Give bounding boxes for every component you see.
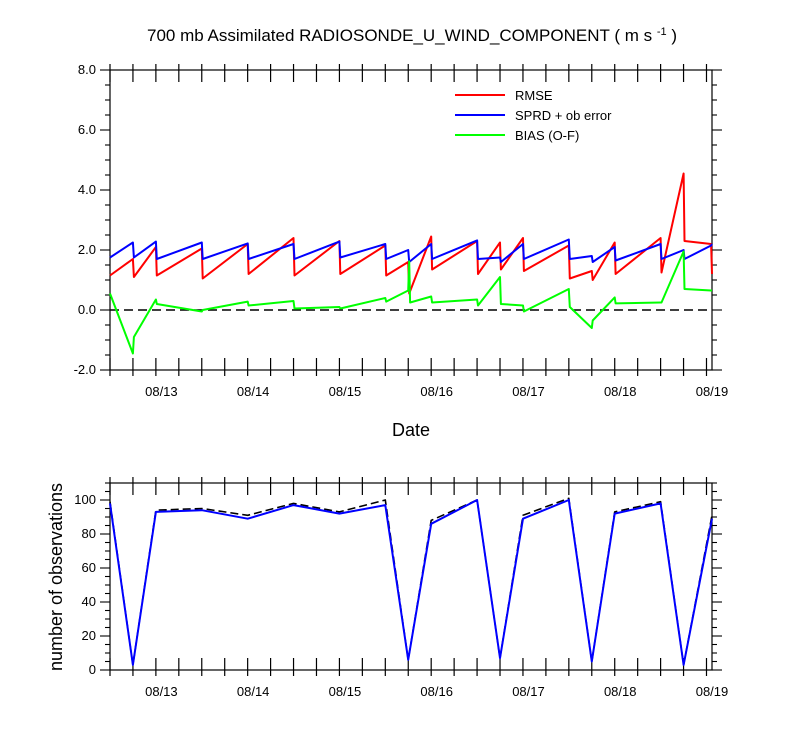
top-series-sprd-ob-error	[109, 238, 713, 263]
bottom-x-tick-label: 08/16	[420, 684, 453, 699]
bottom-series-assimilated	[109, 499, 713, 666]
bottom-x-tick-label: 08/13	[145, 684, 178, 699]
bottom-x-tick-label: 08/17	[512, 684, 545, 699]
bottom-y-tick-label: 40	[82, 594, 96, 609]
bottom-x-tick-label: 08/14	[237, 684, 270, 699]
top-x-tick-label: 08/14	[237, 384, 270, 399]
top-x-tick-label: 08/16	[420, 384, 453, 399]
top-x-tick-label: 08/17	[512, 384, 545, 399]
legend-label-sprd-ob-error: SPRD + ob error	[515, 108, 612, 123]
top-series-rmse	[109, 172, 713, 295]
top-series-bias-o-f	[109, 250, 713, 355]
bottom-x-tick-label: 08/18	[604, 684, 637, 699]
bottom-y-tick-label: 80	[82, 526, 96, 541]
bottom-y-tick-label: 100	[74, 492, 96, 507]
bottom-x-tick-label: 08/15	[329, 684, 362, 699]
bottom-x-tick-label: 08/19	[696, 684, 729, 699]
bottom-y-tick-label: 60	[82, 560, 96, 575]
legend: RMSE SPRD + ob error BIAS (O-F)	[455, 88, 612, 143]
top-y-tick-label: 8.0	[78, 62, 96, 77]
top-x-tick-label: 08/19	[696, 384, 729, 399]
top-y-tick-label: 6.0	[78, 122, 96, 137]
bottom-plot: 08/13 08/14 08/15 08/16 08/17 08/18 08/19 0 20 40…	[46, 477, 728, 699]
top-y-tick-label: 2.0	[78, 242, 96, 257]
legend-label-rmse: RMSE	[515, 88, 553, 103]
bottom-y-tick-label: 0	[89, 662, 96, 677]
chart-title-text: 700 mb Assimilated RADIOSONDE_U_WIND_COM…	[147, 26, 657, 45]
top-x-tick-label: 08/18	[604, 384, 637, 399]
top-plot-frame	[109, 69, 713, 371]
top-plot: 08/13 08/14 08/15 08/16 08/17 08/18 08/19 -2.0 0…	[74, 62, 729, 440]
y-axis-title: number of observations	[46, 483, 66, 671]
top-y-tick-label: 0.0	[78, 302, 96, 317]
bottom-y-tick-label: 20	[82, 628, 96, 643]
chart-title-superscript: -1	[657, 26, 667, 38]
x-axis-title: Date	[392, 420, 430, 440]
top-x-tick-label: 08/15	[329, 384, 362, 399]
top-x-tick-label: 08/13	[145, 384, 178, 399]
chart-title-suffix: )	[667, 26, 677, 45]
top-y-tick-label: -2.0	[74, 362, 96, 377]
chart-title: 700 mb Assimilated RADIOSONDE_U_WIND_COM…	[147, 26, 677, 45]
legend-label-bias-o-f: BIAS (O-F)	[515, 128, 579, 143]
bottom-series-total	[109, 497, 713, 666]
top-y-tick-label: 4.0	[78, 182, 96, 197]
